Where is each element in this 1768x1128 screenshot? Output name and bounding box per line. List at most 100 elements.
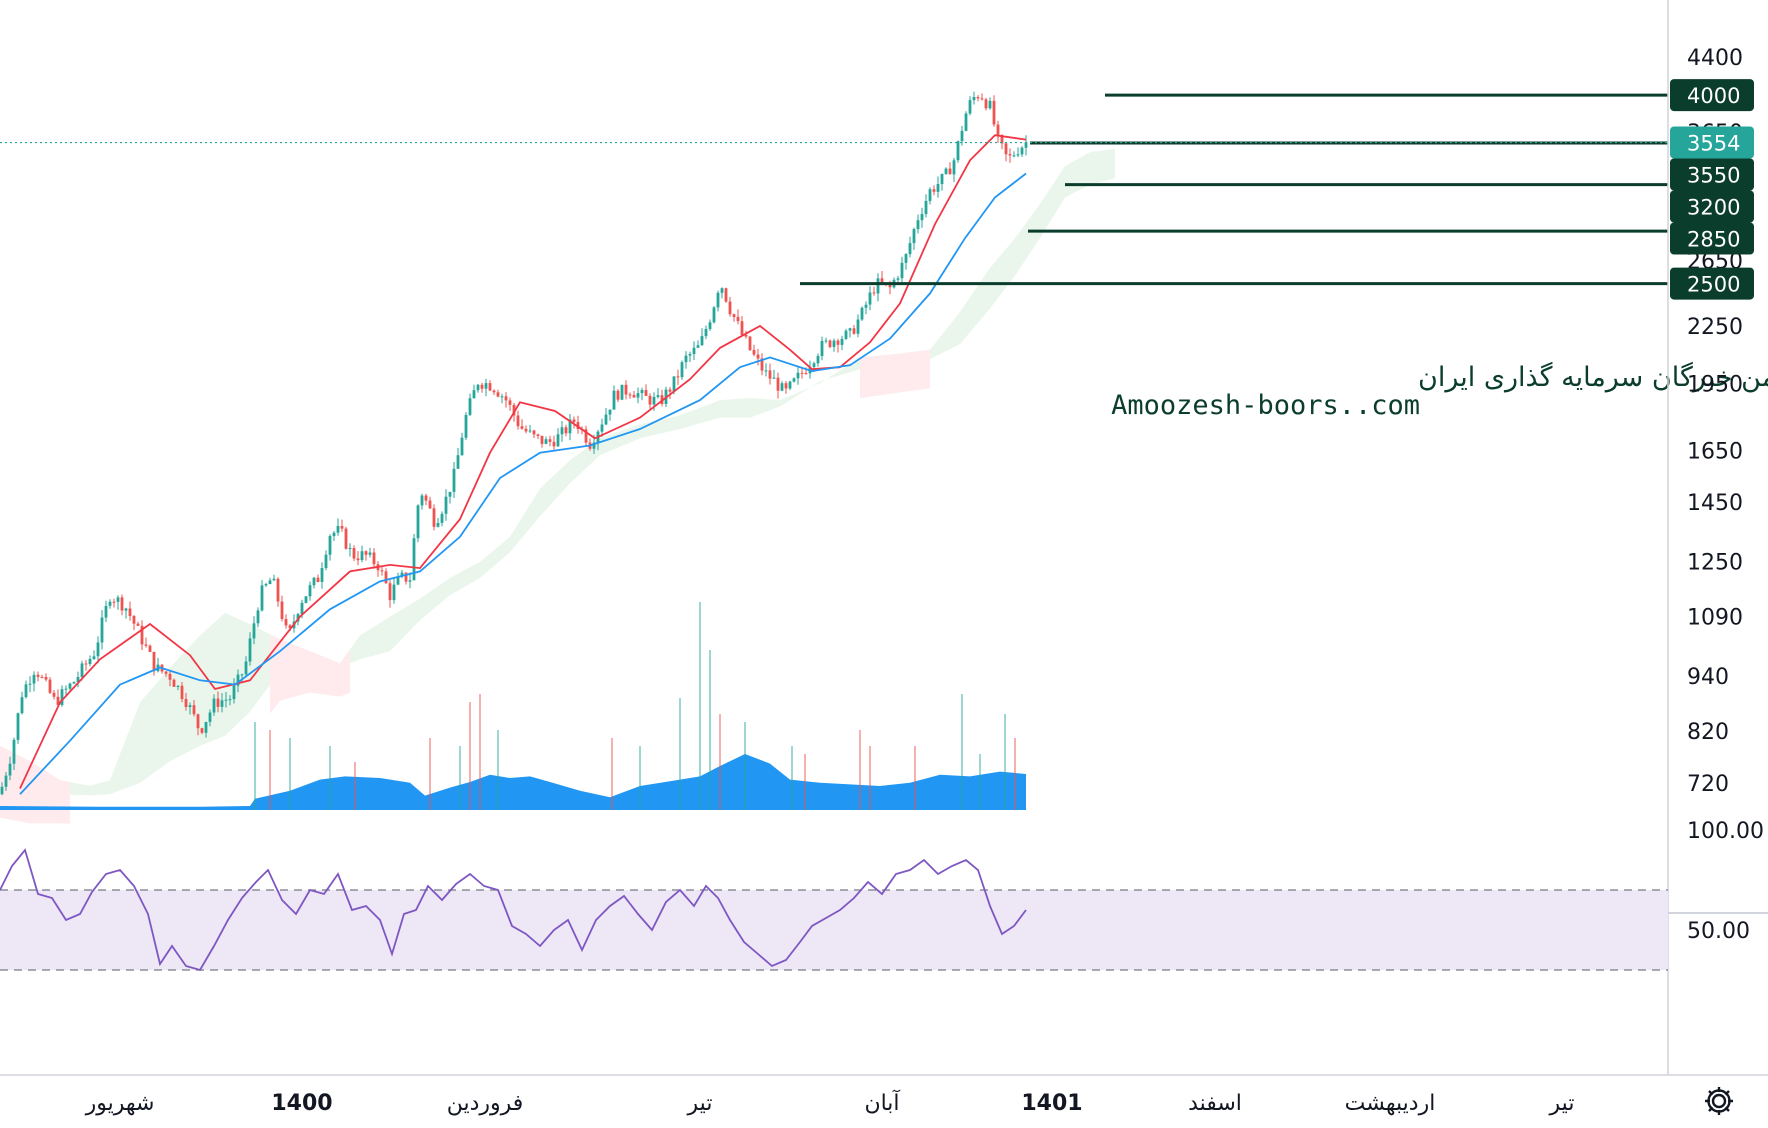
candle-body — [980, 98, 984, 100]
candle-body — [948, 168, 952, 175]
candle-body — [372, 552, 376, 565]
candle-body — [100, 617, 104, 643]
candle-body — [920, 214, 924, 221]
level-tag: 2850 — [1670, 222, 1754, 255]
candle-body — [988, 100, 992, 109]
candle-body — [792, 378, 796, 382]
price-tick-label: 1450 — [1687, 491, 1743, 516]
ema-slow-line — [19, 172, 1027, 795]
candle-body — [680, 362, 684, 378]
candle-body — [420, 495, 424, 506]
tag-label: 3554 — [1687, 132, 1740, 156]
candle-body — [124, 608, 128, 611]
candle-body — [720, 288, 724, 293]
price-tick-label: 2250 — [1687, 315, 1743, 340]
candle-body — [80, 663, 84, 677]
candle-body — [764, 370, 768, 372]
last-price-tag: 3554 — [1670, 126, 1754, 159]
candle-body — [4, 775, 8, 787]
tag-background — [1670, 79, 1754, 112]
candle-body — [48, 679, 52, 693]
candle-body — [668, 389, 672, 392]
settings-button[interactable] — [1705, 1087, 1733, 1115]
candle-body — [308, 585, 312, 597]
candle-body — [604, 414, 608, 425]
candle-body — [876, 278, 880, 294]
candle-body — [264, 584, 268, 586]
candle-body — [348, 548, 352, 549]
tag-background — [1670, 158, 1754, 191]
candle-body — [360, 551, 364, 561]
candle-body — [444, 496, 448, 514]
candle-body — [232, 685, 236, 700]
candle-body — [212, 698, 216, 713]
candle-body — [440, 513, 444, 523]
candle-body — [340, 526, 344, 529]
candle-body — [468, 398, 472, 415]
time-label: فروردین — [447, 1091, 524, 1116]
volume-area — [0, 754, 1026, 810]
time-label: آبان — [864, 1089, 900, 1116]
candle-body — [548, 439, 552, 442]
candle-body — [384, 571, 388, 584]
candle-body — [448, 491, 452, 497]
candle-body — [228, 699, 232, 701]
candle-body — [904, 254, 908, 263]
cloud-bearish — [270, 634, 350, 714]
candle-body — [0, 786, 4, 795]
candle-body — [152, 651, 156, 672]
candle-body — [960, 130, 964, 142]
candle-body — [556, 434, 560, 447]
tag-background — [1670, 190, 1754, 223]
tag-background — [1670, 222, 1754, 255]
cloud-bullish — [0, 148, 1115, 796]
candle-body — [652, 396, 656, 405]
candle-body — [76, 677, 80, 682]
candle-body — [768, 370, 772, 379]
candle-body — [248, 638, 252, 662]
candle-body — [676, 376, 680, 378]
candle-body — [432, 508, 436, 527]
candle-body — [712, 307, 716, 323]
volume-histogram — [0, 602, 1026, 810]
candle-body — [520, 426, 524, 429]
candle-body — [880, 278, 884, 284]
candle-body — [408, 580, 412, 582]
level-tag: 3200 — [1670, 190, 1754, 223]
candle-body — [852, 328, 856, 334]
support-resistance-levels — [0, 93, 1668, 286]
candle-body — [592, 442, 596, 449]
candle-body — [168, 673, 172, 680]
candle-body — [512, 404, 516, 416]
candle-body — [672, 376, 676, 392]
price-axis[interactable]: 4400365026502250195016501450125010909408… — [1670, 46, 1754, 797]
candle-body — [256, 610, 260, 624]
candle-body — [860, 307, 864, 320]
time-axis[interactable]: شهریور 1400 فروردین تیر آبان 1401 اسفند اردیبهش… — [85, 1089, 1575, 1116]
candle-body — [196, 714, 200, 729]
candle-body — [528, 430, 532, 432]
candle-body — [332, 532, 336, 536]
candle-body — [976, 97, 980, 99]
candle-body — [60, 689, 64, 705]
candle-body — [240, 674, 244, 676]
candle-body — [320, 568, 324, 582]
candle-body — [464, 415, 468, 438]
candle-body — [480, 384, 484, 389]
candle-body — [116, 597, 120, 602]
candle-body — [624, 384, 628, 395]
candle-body — [964, 113, 968, 131]
candle-body — [564, 427, 568, 434]
candle-body — [16, 713, 20, 740]
time-label: 1400 — [271, 1091, 332, 1116]
candle-body — [404, 572, 408, 582]
ichimoku-cloud — [0, 148, 1115, 824]
candle-body — [436, 523, 440, 527]
candle-body — [864, 304, 868, 308]
candle-body — [736, 316, 740, 322]
candle-body — [820, 341, 824, 356]
candle-body — [164, 671, 168, 674]
candle-body — [488, 383, 492, 391]
rsi-line — [0, 848, 1027, 972]
